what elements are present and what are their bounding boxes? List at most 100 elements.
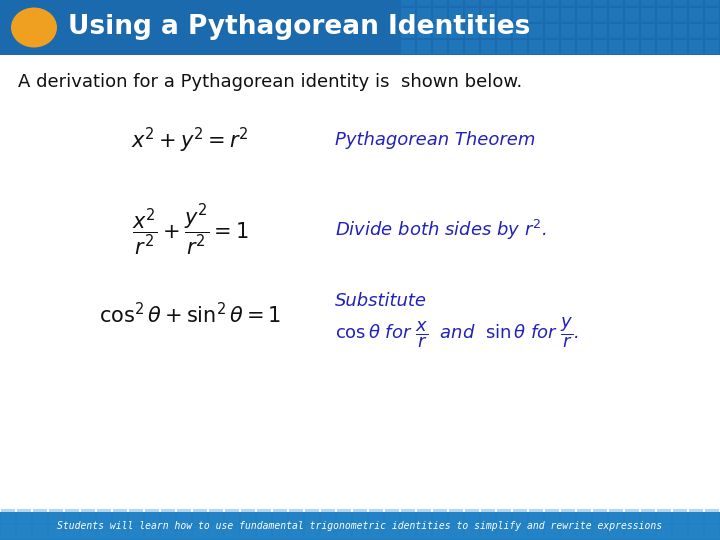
Bar <box>1 509 15 523</box>
Bar <box>577 0 591 6</box>
Bar <box>433 509 447 523</box>
Bar <box>401 40 415 54</box>
Bar <box>449 509 463 523</box>
Bar <box>241 509 255 523</box>
Bar <box>593 0 607 6</box>
Bar <box>305 509 319 523</box>
Bar <box>641 8 655 22</box>
Bar <box>705 525 719 539</box>
Bar <box>561 0 575 6</box>
Bar <box>497 525 511 539</box>
Bar <box>609 509 623 523</box>
Bar <box>49 525 63 539</box>
Bar <box>465 525 479 539</box>
Bar <box>337 525 351 539</box>
Bar <box>273 509 287 523</box>
Bar <box>33 525 47 539</box>
Bar <box>689 0 703 6</box>
Bar <box>689 40 703 54</box>
Bar <box>561 509 575 523</box>
Bar <box>641 525 655 539</box>
Bar <box>65 509 79 523</box>
Bar <box>673 525 687 539</box>
Bar <box>49 509 63 523</box>
Bar <box>497 509 511 523</box>
Bar <box>625 40 639 54</box>
Bar <box>545 525 559 539</box>
Bar <box>481 40 495 54</box>
Bar <box>609 24 623 38</box>
Bar <box>353 509 367 523</box>
Bar <box>529 40 543 54</box>
Bar <box>385 509 399 523</box>
Bar <box>657 509 671 523</box>
Bar <box>161 509 175 523</box>
Bar <box>401 8 415 22</box>
Bar <box>641 509 655 523</box>
Bar <box>177 525 191 539</box>
Bar <box>577 8 591 22</box>
Bar <box>465 0 479 6</box>
Bar <box>705 509 719 523</box>
Text: $\cos^2 \theta + \sin^2 \theta = 1$: $\cos^2 \theta + \sin^2 \theta = 1$ <box>99 302 281 328</box>
Bar <box>577 525 591 539</box>
Bar <box>577 509 591 523</box>
Bar <box>145 525 159 539</box>
Bar <box>97 525 111 539</box>
Bar <box>417 0 431 6</box>
Bar <box>689 24 703 38</box>
Bar <box>417 40 431 54</box>
Bar <box>1 525 15 539</box>
Bar <box>289 509 303 523</box>
Text: $\cos \theta$ for $\dfrac{x}{r}$  and  $\sin \theta$ for $\dfrac{y}{r}$.: $\cos \theta$ for $\dfrac{x}{r}$ and $\s… <box>335 316 579 350</box>
Bar <box>673 509 687 523</box>
Bar <box>513 8 527 22</box>
Bar <box>449 525 463 539</box>
Bar <box>545 8 559 22</box>
Bar <box>417 24 431 38</box>
Bar <box>641 0 655 6</box>
Bar <box>673 0 687 6</box>
Bar <box>609 40 623 54</box>
Bar <box>433 8 447 22</box>
Bar <box>225 525 239 539</box>
Bar <box>657 24 671 38</box>
Bar <box>433 24 447 38</box>
Bar <box>465 8 479 22</box>
Bar <box>593 8 607 22</box>
Bar <box>481 0 495 6</box>
Bar <box>417 8 431 22</box>
Bar <box>577 40 591 54</box>
Bar <box>385 525 399 539</box>
Bar <box>321 525 335 539</box>
Bar <box>673 24 687 38</box>
Bar <box>177 509 191 523</box>
Bar <box>545 24 559 38</box>
Bar <box>433 525 447 539</box>
Bar <box>609 8 623 22</box>
Bar <box>561 525 575 539</box>
Bar <box>513 40 527 54</box>
Bar <box>289 525 303 539</box>
Bar <box>17 509 31 523</box>
Bar <box>673 40 687 54</box>
Bar <box>401 509 415 523</box>
Bar <box>353 525 367 539</box>
Bar <box>465 24 479 38</box>
Bar <box>113 509 127 523</box>
Bar <box>257 525 271 539</box>
Bar <box>0 512 720 540</box>
Bar <box>705 24 719 38</box>
Bar <box>497 8 511 22</box>
Bar <box>625 8 639 22</box>
Bar <box>161 525 175 539</box>
Bar <box>545 0 559 6</box>
Bar <box>65 525 79 539</box>
Bar <box>545 40 559 54</box>
Bar <box>513 509 527 523</box>
Bar <box>657 40 671 54</box>
Bar <box>609 0 623 6</box>
Bar <box>225 509 239 523</box>
Bar <box>193 509 207 523</box>
Bar <box>449 40 463 54</box>
